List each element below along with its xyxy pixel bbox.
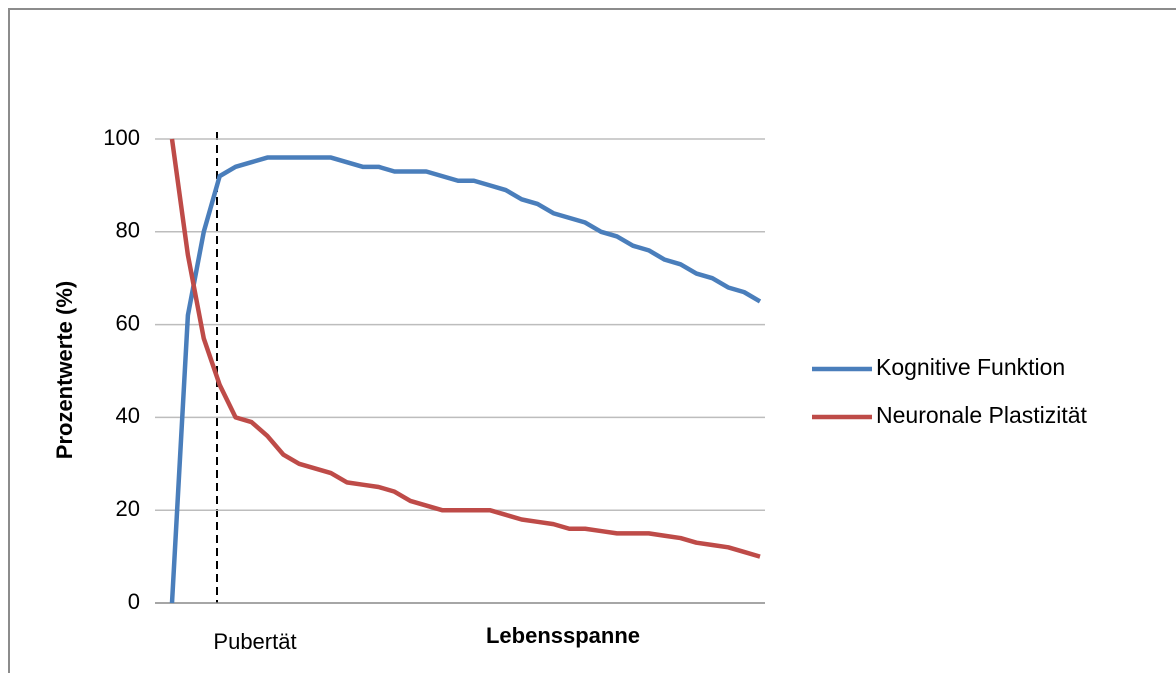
y-tick-label: 100	[103, 125, 140, 150]
legend-label: Kognitive Funktion	[876, 354, 1065, 380]
series-line	[169, 138, 761, 559]
series-line	[169, 155, 762, 604]
y-tick-label: 60	[116, 310, 140, 335]
y-tick-label: 40	[116, 403, 140, 428]
y-tick-label: 20	[116, 496, 140, 521]
frame	[8, 8, 1176, 673]
y-tick-label: 0	[128, 589, 140, 614]
legend-label: Neuronale Plastizität	[876, 402, 1088, 428]
y-axis-title: Prozentwerte (%)	[52, 281, 77, 459]
x-axis-title: Lebensspanne	[486, 623, 640, 648]
annotation-label: Pubertät	[213, 629, 296, 654]
y-tick-label: 80	[116, 218, 140, 243]
